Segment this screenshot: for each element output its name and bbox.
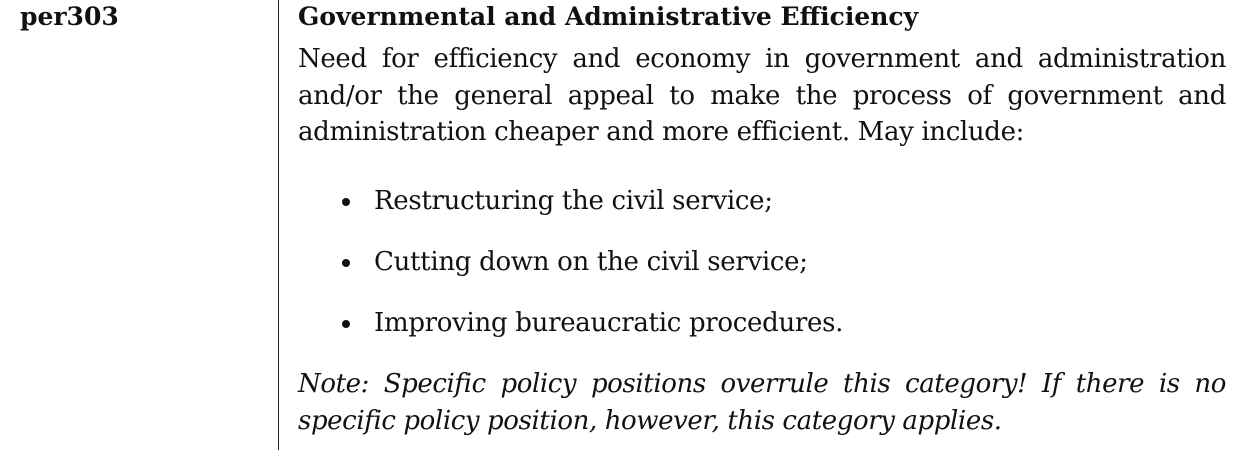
category-title: Governmental and Administrative Efficien…: [298, 2, 919, 31]
category-description: Need for efficiency and economy in gover…: [298, 44, 1226, 147]
column-divider: [278, 0, 279, 450]
list-item: Improving bureaucratic procedures.: [298, 305, 1226, 341]
bullet-list: Restructuring the civil service; Cutting…: [298, 183, 1226, 341]
category-code: per303: [20, 2, 119, 31]
list-item-text: Improving bureaucratic procedures.: [374, 307, 844, 338]
list-item: Restructuring the civil service;: [298, 183, 1226, 219]
list-item-text: Restructuring the civil service;: [374, 185, 773, 216]
category-content: Governmental and Administrative Efficien…: [298, 0, 1226, 440]
list-item-text: Cutting down on the civil service;: [374, 246, 808, 277]
bullet-icon: [342, 197, 350, 206]
category-note: Note: Specific policy positions overrule…: [298, 368, 1226, 436]
bullet-icon: [342, 258, 350, 267]
list-item: Cutting down on the civil service;: [298, 244, 1226, 280]
bullet-icon: [342, 319, 350, 328]
